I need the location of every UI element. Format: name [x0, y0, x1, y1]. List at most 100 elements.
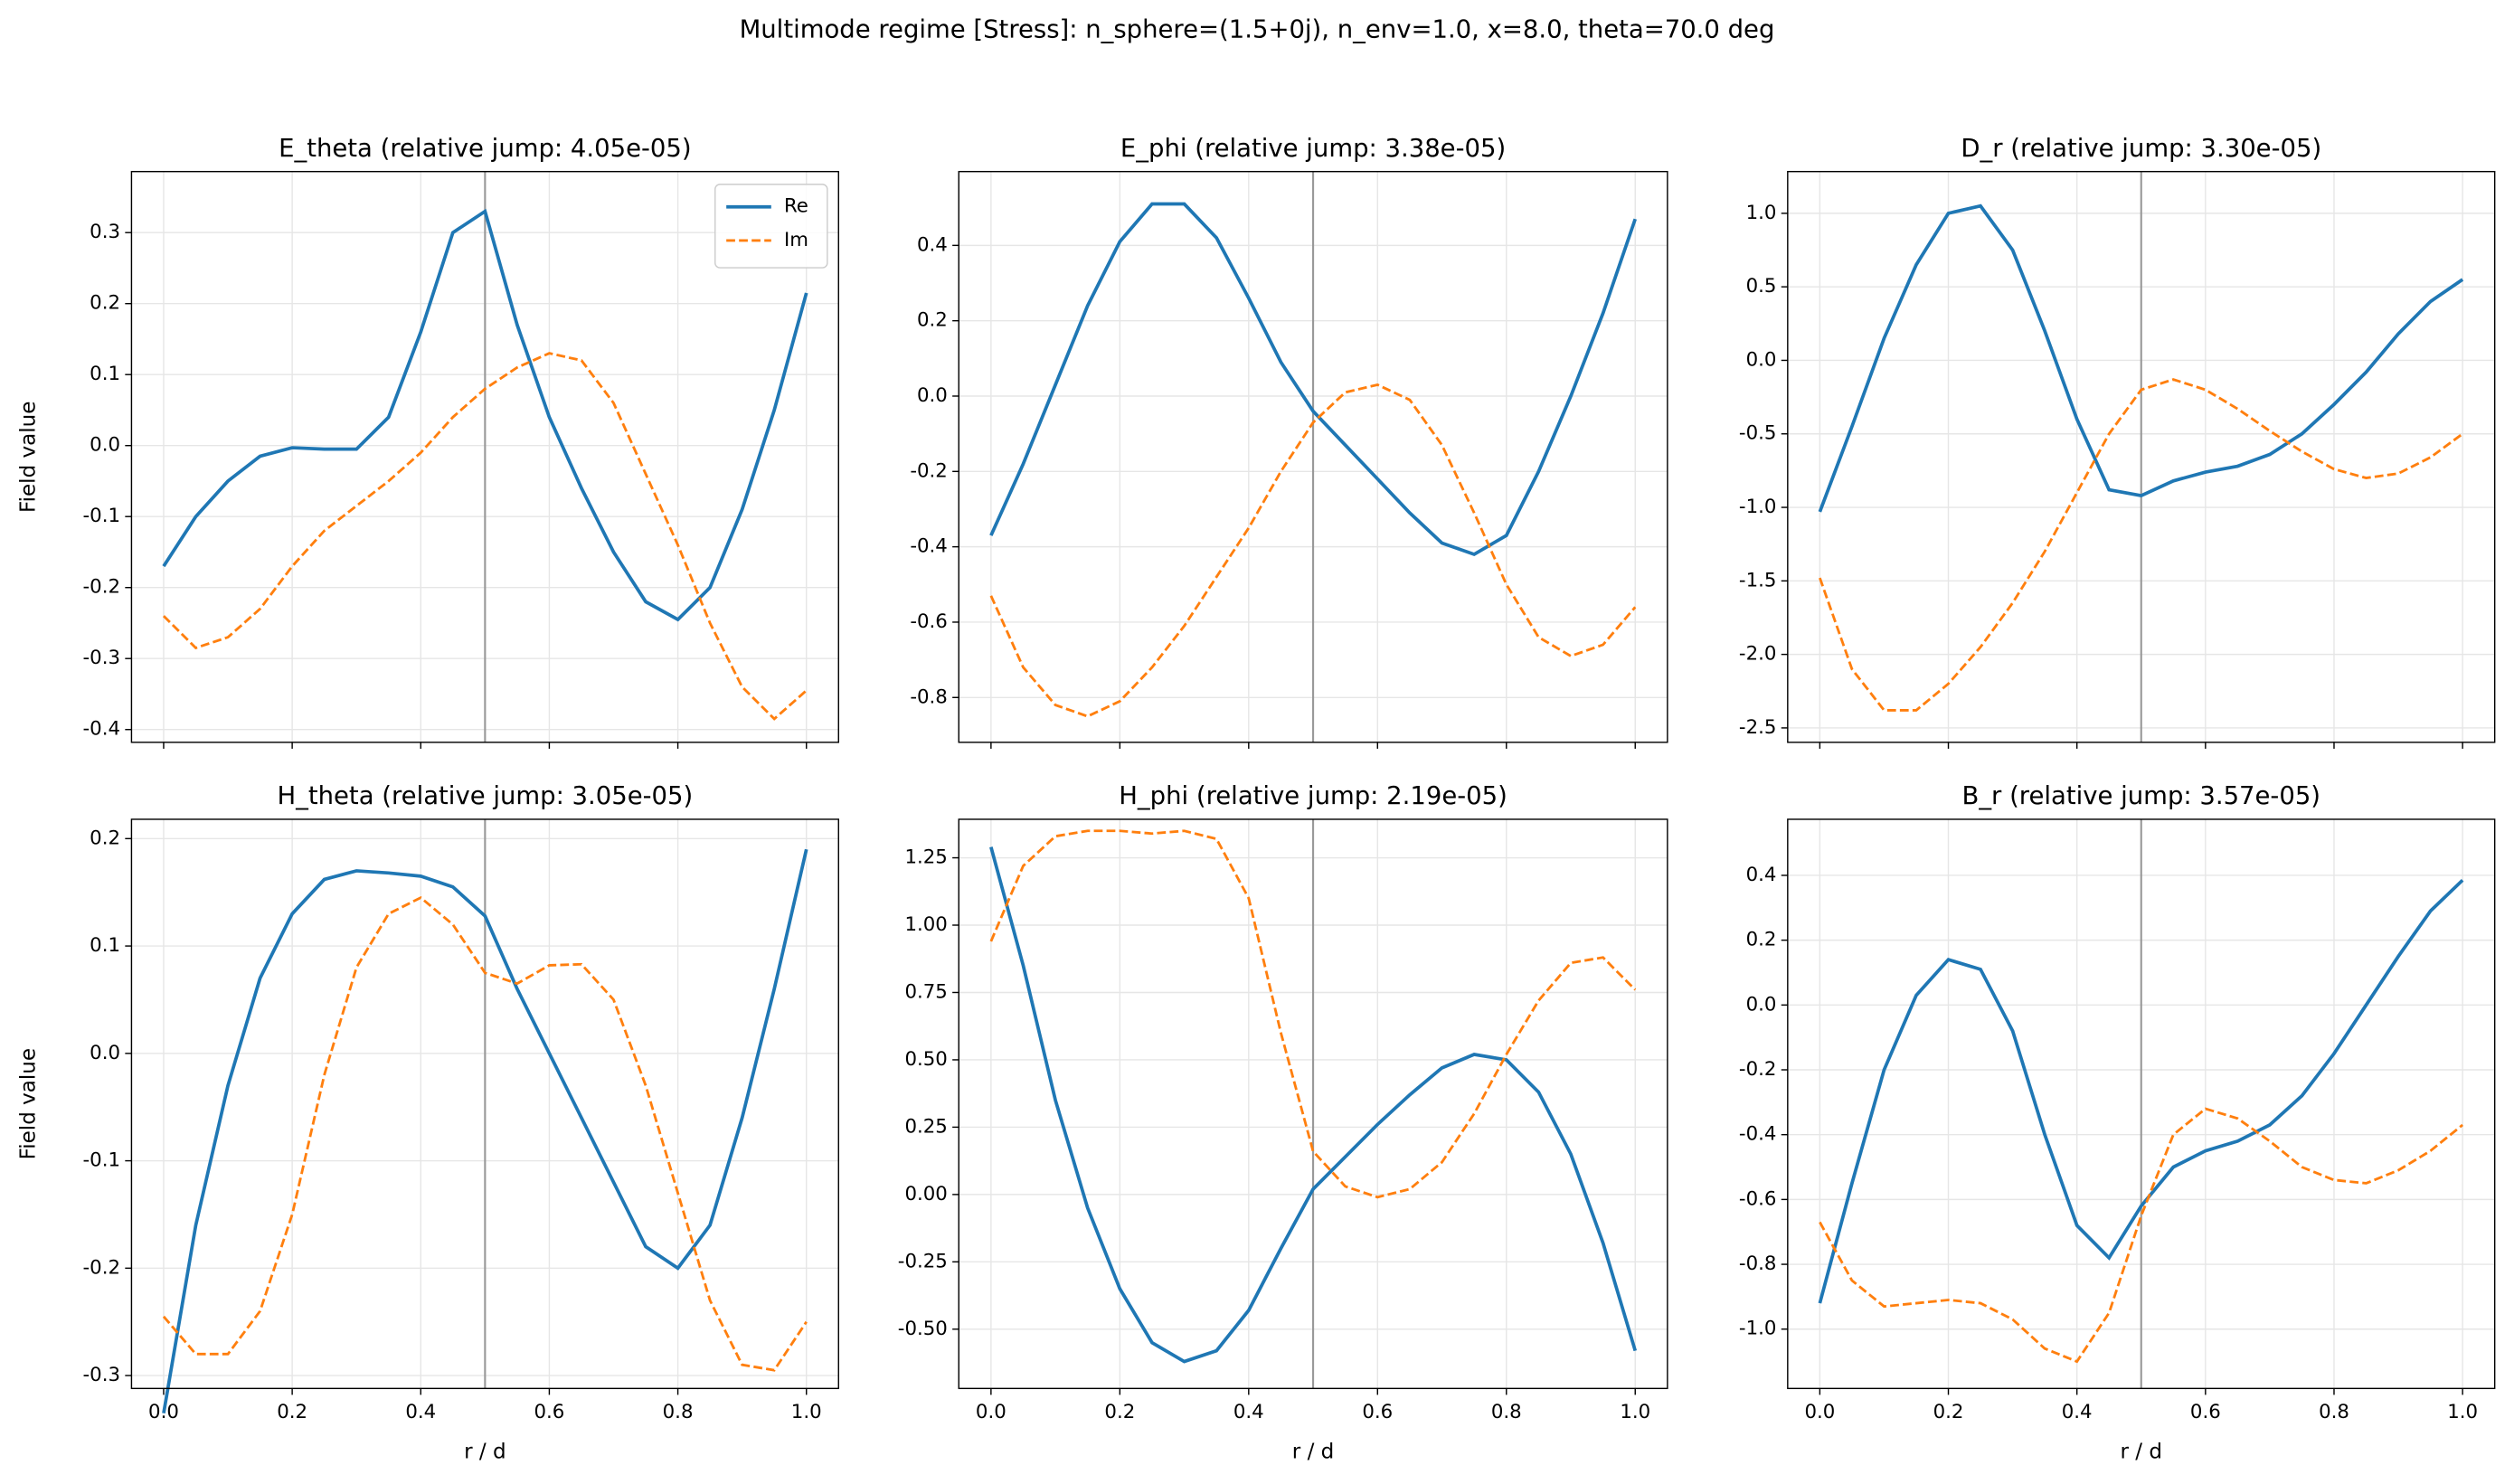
y-tick-label: -0.1 — [83, 1149, 120, 1172]
y-axis-label: Field value — [16, 402, 40, 513]
plot-frame — [1787, 818, 2496, 1390]
subplot-title: E_theta (relative jump: 4.05e-05) — [279, 134, 691, 163]
subplot-title: D_r (relative jump: 3.30e-05) — [1961, 134, 2321, 163]
y-tick-label: -0.3 — [83, 1364, 120, 1386]
series-line — [1818, 203, 2464, 513]
x-tick-label: 0.4 — [405, 1401, 436, 1423]
series-line — [162, 895, 808, 1372]
y-tick-label: 1.0 — [1746, 202, 1777, 224]
legend-box — [714, 184, 828, 269]
x-tick-label: 0.4 — [2062, 1401, 2093, 1423]
series-line — [1819, 378, 2463, 712]
y-tick-label: -0.50 — [898, 1318, 948, 1340]
x-tick-label: 0.0 — [1804, 1401, 1835, 1423]
x-axis-label: r / d — [464, 1441, 506, 1464]
y-tick-label: 0.5 — [1746, 275, 1777, 298]
series-line — [989, 846, 1638, 1364]
y-tick-label: -2.5 — [1739, 716, 1777, 739]
y-tick-label: 0.50 — [904, 1048, 947, 1071]
y-tick-label: -0.2 — [1739, 1058, 1777, 1081]
y-tick-label: -0.5 — [1739, 422, 1777, 445]
y-tick-label: 0.0 — [917, 384, 948, 407]
y-tick-label: 0.2 — [1746, 929, 1777, 951]
subplot: -0.4 -0.3 -0.2 -0.1 0.0 0.1 0.2 0.3 E_theta (rel… — [16, 134, 839, 749]
figure-title: Multimode regime [Stress]: n_sphere=(1.5… — [740, 15, 1775, 44]
subplot-title: H_theta (relative jump: 3.05e-05) — [277, 781, 693, 810]
y-tick-label: 0.3 — [90, 221, 120, 243]
subplot: -2.5 -2.0 -1.5 -1.0 -0.5 0.0 0.5 1.0 D_r (relati… — [1739, 134, 2496, 749]
y-tick-label: -0.4 — [910, 535, 947, 558]
plot-frame — [958, 818, 1668, 1390]
y-tick-label: 0.2 — [90, 827, 120, 849]
y-tick-label: -2.0 — [1739, 643, 1777, 666]
y-tick-label: -0.4 — [1739, 1123, 1777, 1146]
legend-label: Im — [784, 229, 808, 251]
y-tick-label: -0.1 — [83, 505, 120, 527]
series-line — [162, 848, 808, 1413]
x-tick-label: 0.2 — [1104, 1401, 1135, 1423]
y-tick-label: -0.4 — [83, 718, 120, 741]
y-tick-label: 0.00 — [904, 1183, 947, 1205]
series-line — [1819, 1107, 2464, 1364]
plot-frame — [1787, 170, 2496, 743]
y-tick-label: 0.4 — [917, 233, 948, 256]
y-tick-label: -0.3 — [83, 647, 120, 669]
x-tick-label: 0.6 — [534, 1401, 565, 1423]
y-tick-label: -1.0 — [1739, 1318, 1777, 1340]
legend-label: Re — [784, 195, 808, 218]
y-tick-label: 0.75 — [904, 980, 947, 1003]
x-tick-label: 0.0 — [976, 1401, 1007, 1423]
series-line — [1818, 878, 2464, 1304]
subplot: 0.0 0.2 0.4 0.6 0.8 1.0-0.3-0.2-0.10.00.10.2H… — [16, 781, 839, 1464]
y-axis-label: Field value — [16, 1048, 40, 1159]
subplot-title: E_phi (relative jump: 3.38e-05) — [1120, 134, 1506, 163]
y-tick-label: 0.0 — [90, 1042, 120, 1064]
y-tick-label: 0.0 — [1746, 348, 1777, 371]
series-line — [989, 383, 1637, 718]
x-tick-label: 0.2 — [1933, 1401, 1964, 1423]
y-tick-label: 0.2 — [917, 309, 948, 332]
subplot-title: H_phi (relative jump: 2.19e-05) — [1119, 781, 1507, 810]
y-tick-label: 0.4 — [1746, 864, 1777, 886]
plot-frame — [958, 170, 1668, 743]
plot-frame — [130, 170, 839, 743]
x-tick-label: 1.0 — [2447, 1401, 2478, 1423]
x-tick-label: 0.2 — [277, 1401, 307, 1423]
y-tick-label: -1.5 — [1739, 569, 1777, 591]
y-tick-label: -0.8 — [910, 685, 947, 708]
y-tick-label: 0.25 — [904, 1115, 947, 1138]
x-tick-label: 0.6 — [1362, 1401, 1393, 1423]
subplot: 0.0 0.2 0.4 0.6 0.8 1.0 -0.50 -0.25 0.00 0.25 0.50… — [898, 781, 1668, 1464]
y-tick-label: -0.2 — [83, 576, 120, 599]
y-tick-label: 0.1 — [90, 363, 120, 385]
subplot-title: B_r (relative jump: 3.57e-05) — [1961, 781, 2320, 810]
plot-frame — [130, 818, 839, 1390]
series-line — [989, 829, 1637, 1199]
series-line — [162, 352, 808, 721]
y-tick-label: 1.25 — [904, 846, 947, 869]
x-tick-label: 0.8 — [2319, 1401, 2349, 1423]
x-tick-label: 1.0 — [791, 1401, 822, 1423]
x-tick-label: 0.8 — [663, 1401, 694, 1423]
y-tick-label: -0.2 — [910, 459, 947, 482]
y-tick-label: -0.6 — [910, 610, 947, 633]
y-tick-label: -0.8 — [1739, 1252, 1777, 1275]
x-tick-label: 0.4 — [1233, 1401, 1264, 1423]
x-axis-label: r / d — [2121, 1441, 2163, 1464]
y-tick-label: -1.0 — [1739, 496, 1777, 518]
y-tick-label: 0.0 — [1746, 993, 1777, 1016]
subplot: -0.8 -0.6 -0.4 -0.2 0.0 0.2 0.4 E_phi (relative… — [910, 134, 1668, 749]
x-tick-label: 0.6 — [2190, 1401, 2221, 1423]
y-tick-label: 1.00 — [904, 913, 947, 936]
y-tick-label: 0.0 — [90, 434, 120, 457]
x-tick-label: 1.0 — [1620, 1401, 1650, 1423]
y-tick-label: 0.2 — [90, 292, 120, 315]
x-tick-label: 0.8 — [1491, 1401, 1522, 1423]
series-line — [989, 202, 1638, 557]
subplot: 0.0 0.2 0.4 0.6 0.8 1.0 -1.0 -0.8 -0.6 -0.4 -0.2 0.… — [1739, 781, 2496, 1464]
y-tick-label: -0.2 — [83, 1256, 120, 1279]
y-tick-label: 0.1 — [90, 934, 120, 957]
y-tick-label: -0.6 — [1739, 1187, 1777, 1210]
x-axis-label: r / d — [1292, 1441, 1335, 1464]
